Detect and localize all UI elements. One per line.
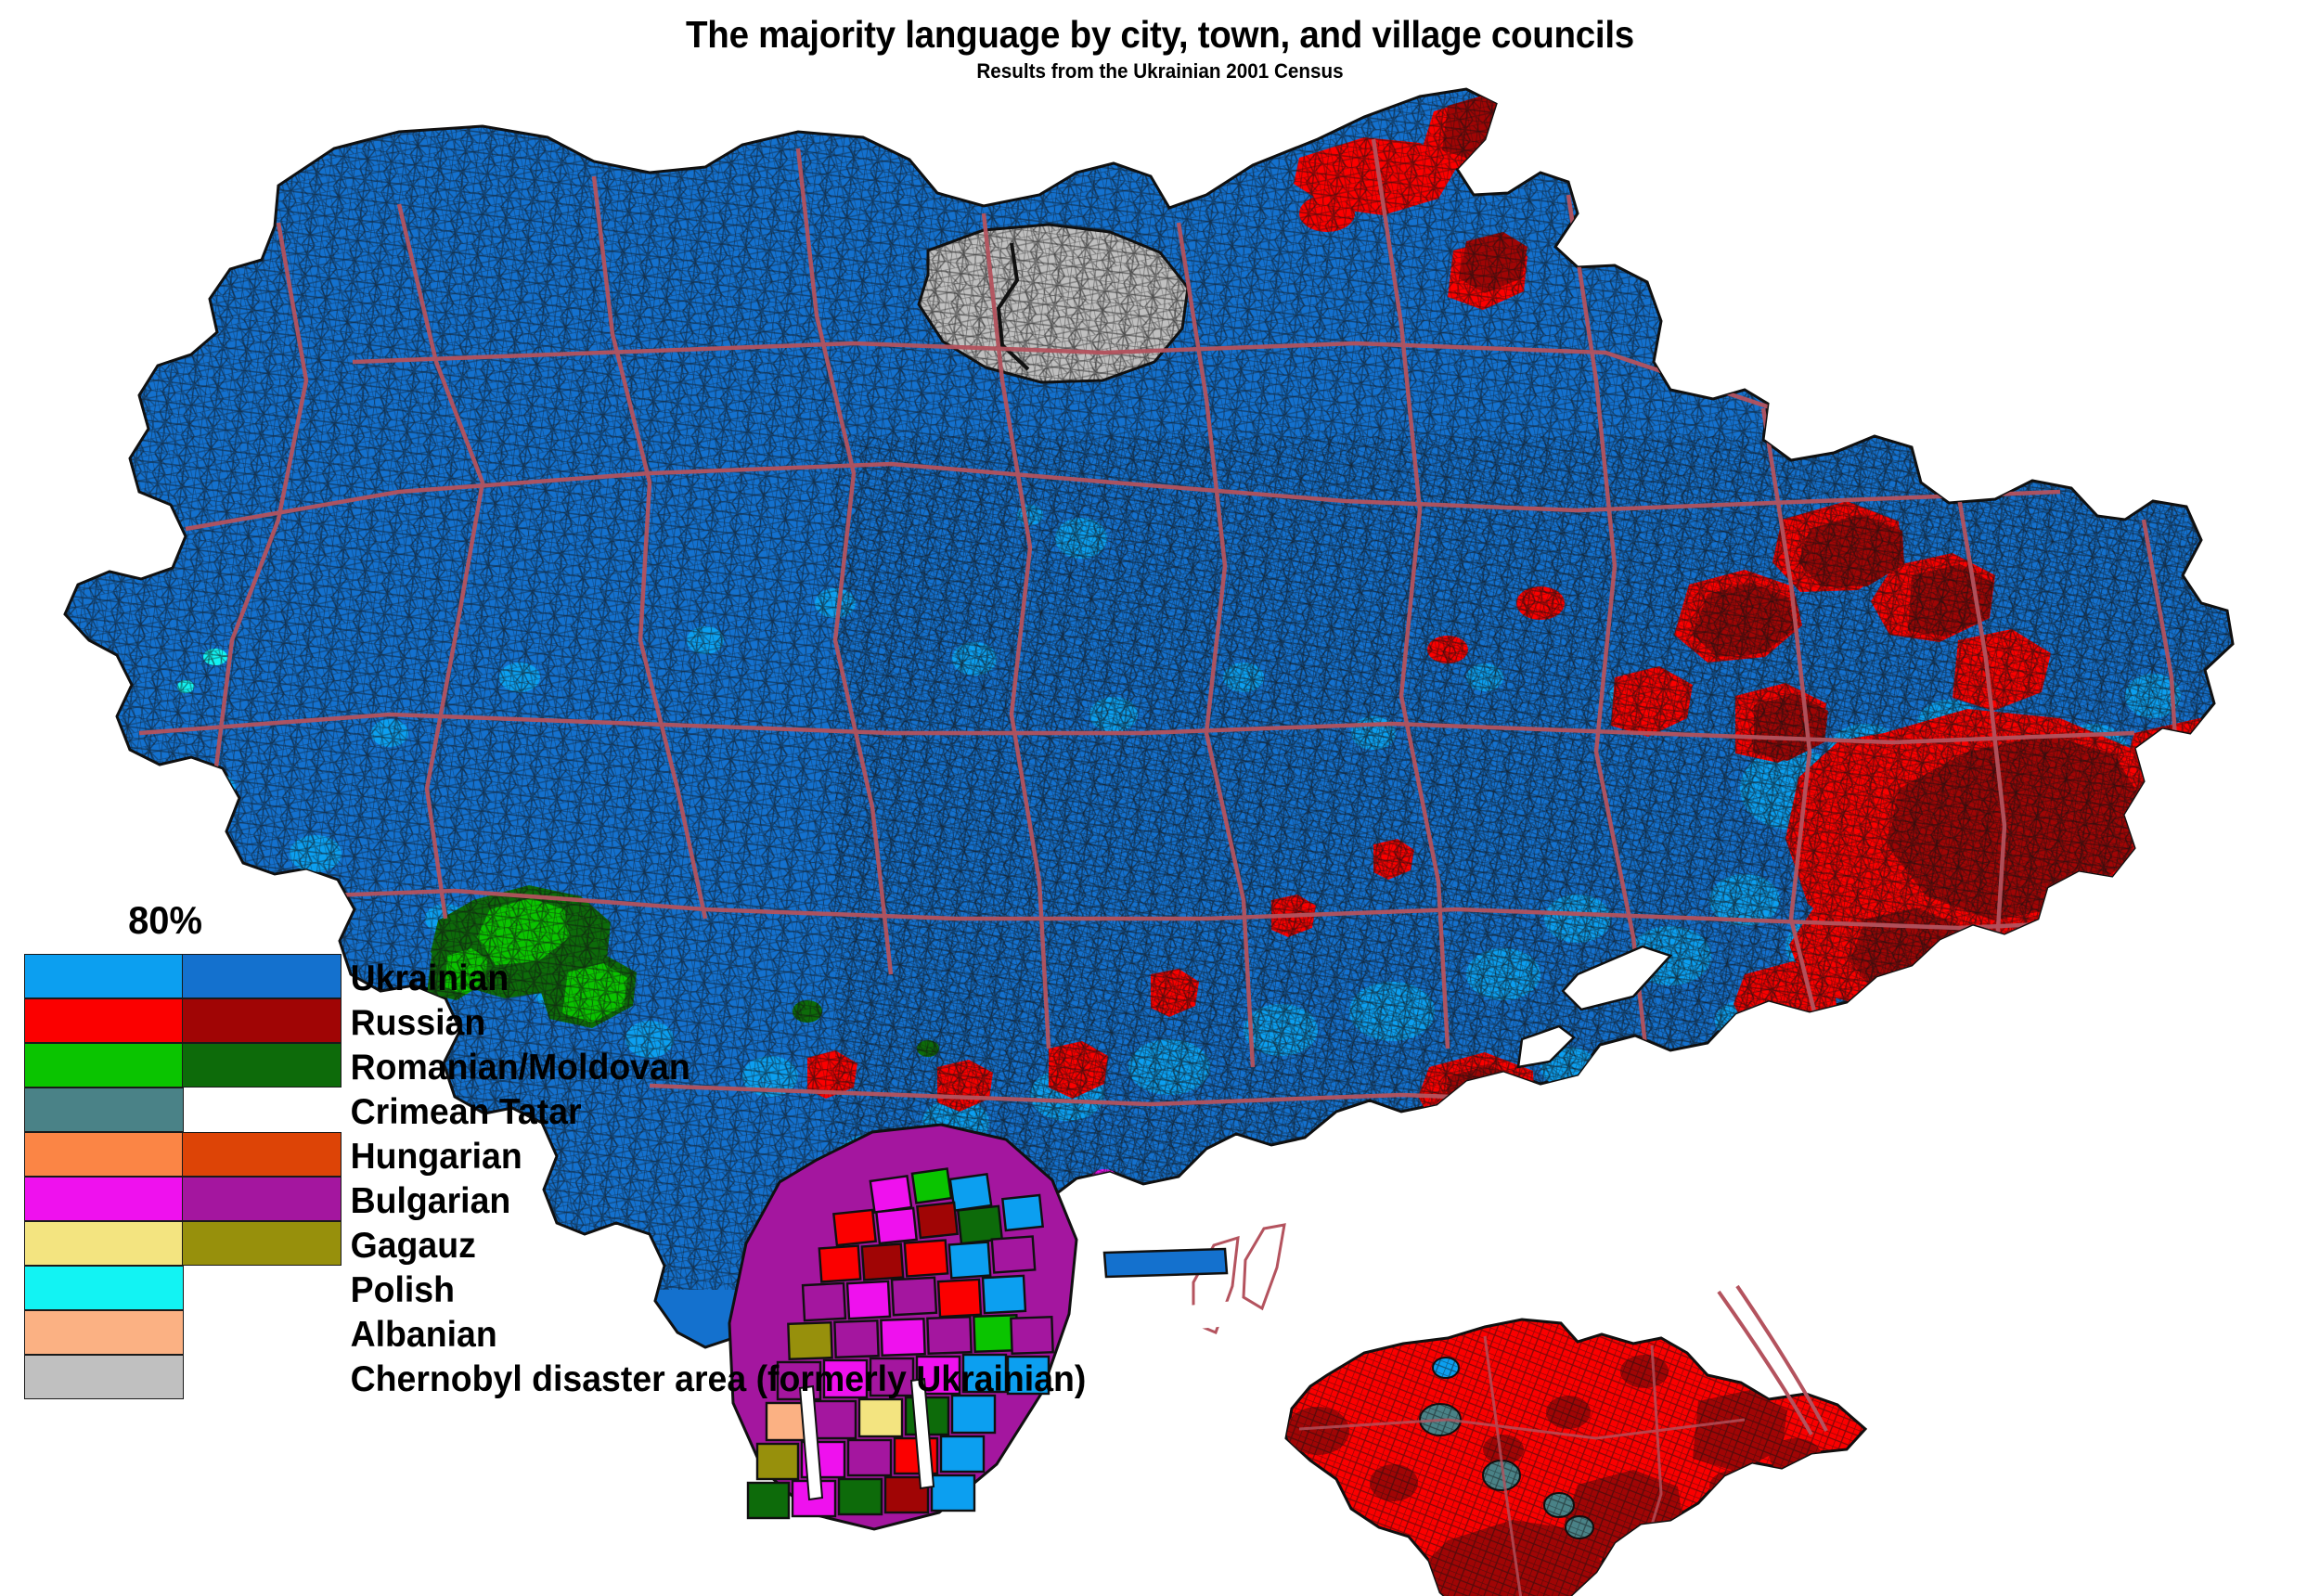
legend-label-romanian-moldovan: Romanian/Moldovan: [351, 1047, 691, 1088]
syvash-arabat-spit: [1717, 1284, 1828, 1435]
legend-label-russian: Russian: [351, 1002, 486, 1043]
legend-label-ukrainian: Ukrainian: [351, 958, 509, 998]
legend-row-russian[interactable]: Russian: [24, 998, 1416, 1045]
kinburn-spur: [1102, 1247, 1229, 1279]
page-subtitle: Results from the Ukrainian 2001 Census: [976, 59, 1344, 84]
swatch-albanian-light: [24, 1310, 184, 1356]
swatch-romanian-dark: [182, 1043, 342, 1088]
legend-row-hungarian[interactable]: Hungarian: [24, 1132, 1416, 1178]
swatch-crimean-tatar-dark-empty: [182, 1088, 342, 1132]
title-block: The majority language by city, town, and…: [0, 0, 2320, 82]
swatch-polish-light: [24, 1266, 184, 1311]
swatch-chernobyl-grey: [24, 1355, 184, 1400]
water-bodies: [1516, 945, 1673, 1069]
legend-label-bulgarian: Bulgarian: [351, 1180, 511, 1221]
swatch-hungarian-dark: [182, 1132, 342, 1178]
legend-label-gagauz: Gagauz: [351, 1225, 477, 1266]
legend-label-polish: Polish: [351, 1269, 456, 1310]
legend-threshold-label: 80%: [128, 898, 202, 942]
map-legend: 80% Ukrainian Russian Romanian/Moldovan …: [24, 898, 1416, 1401]
swatch-chernobyl-dark-empty: [182, 1355, 342, 1399]
swatch-albanian-dark-empty: [182, 1310, 342, 1355]
swatch-gagauz-dark: [182, 1221, 342, 1267]
swatch-bulgarian-light: [24, 1177, 184, 1222]
dnipro-liman: [1179, 1301, 1238, 1331]
legend-row-crimean-tatar[interactable]: Crimean Tatar: [24, 1088, 1416, 1134]
legend-label-crimean-tatar: Crimean Tatar: [351, 1091, 583, 1132]
swatch-russian-light: [24, 998, 184, 1044]
oblast-borders: [138, 138, 2184, 1107]
legend-row-ukrainian[interactable]: Ukrainian: [24, 954, 1416, 1000]
legend-label-hungarian: Hungarian: [351, 1136, 523, 1177]
legend-row-bulgarian[interactable]: Bulgarian: [24, 1177, 1416, 1223]
swatch-romanian-light: [24, 1043, 184, 1088]
legend-row-chernobyl[interactable]: Chernobyl disaster area (formerly Ukrain…: [24, 1355, 1416, 1401]
swatch-bulgarian-dark: [182, 1177, 342, 1222]
page-title: The majority language by city, town, and…: [686, 13, 1634, 56]
ukraine-map-svg: [63, 87, 2235, 1596]
swatch-gagauz-light: [24, 1221, 184, 1267]
legend-row-romanian-moldovan[interactable]: Romanian/Moldovan: [24, 1043, 1416, 1089]
legend-row-gagauz[interactable]: Gagauz: [24, 1221, 1416, 1268]
swatch-crimean-tatar-light: [24, 1088, 184, 1133]
legend-row-albanian[interactable]: Albanian: [24, 1310, 1416, 1357]
swatch-ukrainian-dark: [182, 954, 342, 999]
swatch-ukrainian-light: [24, 954, 184, 999]
swatch-russian-dark: [182, 998, 342, 1044]
swatch-polish-dark-empty: [182, 1266, 342, 1310]
legend-label-chernobyl: Chernobyl disaster area (formerly Ukrain…: [351, 1358, 1087, 1399]
legend-row-polish[interactable]: Polish: [24, 1266, 1416, 1312]
legend-label-albanian: Albanian: [351, 1314, 498, 1355]
swatch-hungarian-light: [24, 1132, 184, 1178]
map-canvas: [0, 84, 2320, 1596]
budjak-region: [728, 1123, 1078, 1531]
